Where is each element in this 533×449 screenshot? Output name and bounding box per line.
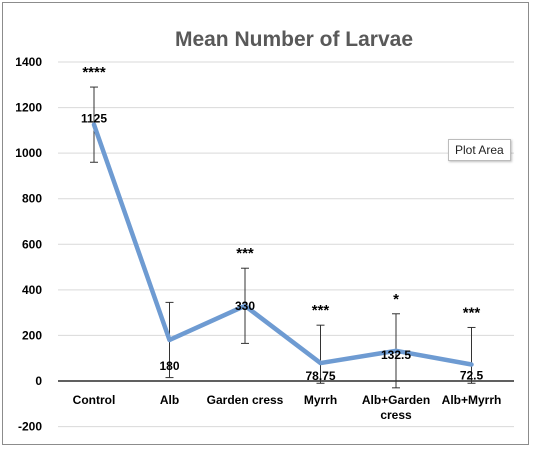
y-tick-label: 0 bbox=[35, 374, 42, 388]
significance-marker: * bbox=[393, 291, 399, 308]
series-line[interactable] bbox=[91, 122, 474, 367]
plot-area-tooltip: Plot Area bbox=[448, 139, 511, 161]
significance-markers: ************** bbox=[82, 64, 480, 321]
y-tick-label: 600 bbox=[22, 237, 42, 251]
series-line-path bbox=[91, 122, 474, 367]
significance-marker: **** bbox=[82, 64, 106, 81]
data-labels: 1125 180 330 78.75 132.5 72.5 bbox=[81, 112, 484, 383]
y-tick-label: 1400 bbox=[15, 55, 42, 69]
data-label: 72.5 bbox=[460, 368, 484, 382]
y-tick-label: 1000 bbox=[15, 146, 42, 160]
data-label: 180 bbox=[159, 359, 179, 373]
significance-marker: *** bbox=[463, 304, 481, 321]
x-category-label: Garden cress bbox=[207, 393, 284, 407]
significance-marker: *** bbox=[312, 302, 330, 319]
chart-title: Mean Number of Larvae bbox=[175, 28, 413, 51]
x-category-label: Myrrh bbox=[304, 393, 337, 407]
x-axis-category-labels: Control Alb Garden cress Myrrh Alb+Garden cre… bbox=[73, 393, 502, 422]
y-tick-label: 400 bbox=[22, 283, 42, 297]
x-category-label: Alb+Myrrh bbox=[442, 393, 502, 407]
x-category-label: Alb+Garden cress bbox=[362, 393, 430, 422]
x-category-label: Control bbox=[73, 393, 116, 407]
data-label: 330 bbox=[235, 299, 255, 313]
data-label: 78.75 bbox=[305, 369, 335, 383]
data-label: 132.5 bbox=[381, 348, 411, 362]
y-tick-label: -200 bbox=[18, 420, 42, 434]
x-category-label: Alb bbox=[160, 393, 179, 407]
error-bars bbox=[90, 86, 476, 389]
chart-frame bbox=[2, 2, 529, 445]
gridlines bbox=[58, 61, 514, 428]
data-label: 1125 bbox=[81, 112, 107, 126]
y-tick-label: 1200 bbox=[15, 101, 42, 115]
y-axis-tick-labels: -200 0 200 400 600 800 1000 1200 1400 bbox=[15, 55, 42, 434]
y-tick-label: 200 bbox=[22, 328, 42, 342]
significance-marker: *** bbox=[236, 245, 254, 262]
y-tick-label: 800 bbox=[22, 192, 42, 206]
